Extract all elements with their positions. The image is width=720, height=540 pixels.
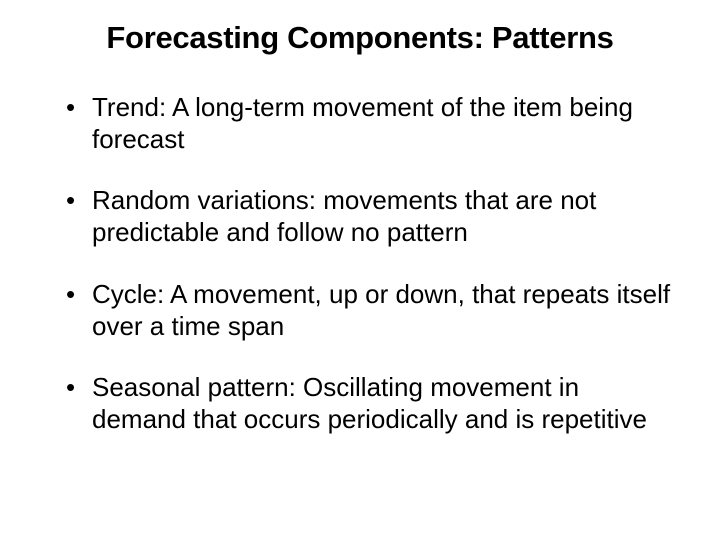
list-item: Seasonal pattern: Oscillating movement i… — [66, 372, 680, 435]
list-item: Trend: A long-term movement of the item … — [66, 92, 680, 155]
list-item: Cycle: A movement, up or down, that repe… — [66, 279, 680, 342]
slide-title: Forecasting Components: Patterns — [40, 20, 680, 56]
bullet-list: Trend: A long-term movement of the item … — [40, 92, 680, 436]
list-item: Random variations: movements that are no… — [66, 185, 680, 248]
